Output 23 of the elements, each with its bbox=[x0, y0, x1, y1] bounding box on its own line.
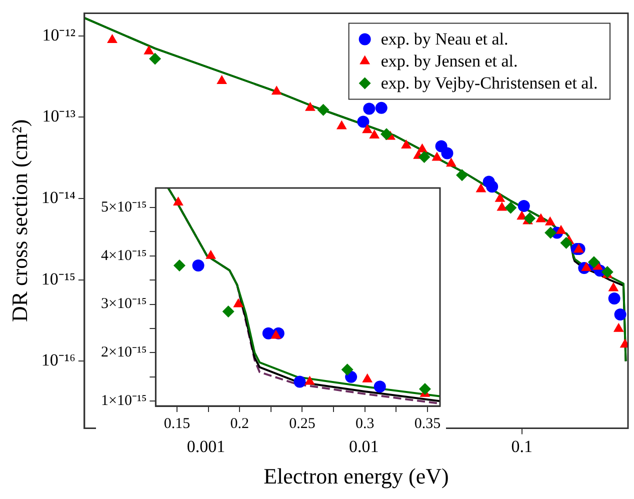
y-axis-title: DR cross section (cm²) bbox=[6, 119, 32, 322]
y-tick-label: 2×10⁻¹⁵ bbox=[101, 344, 147, 361]
x-tick-label: 0.1 bbox=[511, 436, 532, 456]
x-tick-label: 0.2 bbox=[230, 416, 249, 432]
y-tick-label: 5×10⁻¹⁵ bbox=[101, 199, 147, 216]
x-tick-label: 0.01 bbox=[349, 436, 379, 456]
y-tick-label: 10⁻¹⁴ bbox=[41, 188, 76, 207]
y-tick-label: 1×10⁻¹⁵ bbox=[101, 393, 147, 410]
y-tick-label: 10⁻¹⁶ bbox=[41, 350, 76, 370]
y-tick-label: 3×10⁻¹⁵ bbox=[101, 296, 147, 312]
legend-label: exp. by Jensen et al. bbox=[380, 52, 518, 71]
legend-label: exp. by Vejby-Christensen et al. bbox=[380, 74, 598, 93]
x-tick-label: 0.25 bbox=[289, 416, 316, 432]
x-tick-label: 0.15 bbox=[164, 416, 190, 432]
y-tick-label: 10⁻¹⁵ bbox=[41, 269, 76, 288]
y-tick-label: 4×10⁻¹⁵ bbox=[101, 248, 147, 264]
x-axis-title: Electron energy (eV) bbox=[264, 464, 449, 489]
x-tick-label: 0.35 bbox=[414, 416, 441, 432]
legend-label: exp. by Neau et al. bbox=[380, 30, 508, 49]
x-tick-label: 0.001 bbox=[186, 436, 226, 456]
y-tick-label: 10⁻¹³ bbox=[42, 106, 76, 126]
x-tick-label: 0.3 bbox=[355, 416, 374, 432]
y-tick-label: 10⁻¹² bbox=[42, 25, 76, 44]
